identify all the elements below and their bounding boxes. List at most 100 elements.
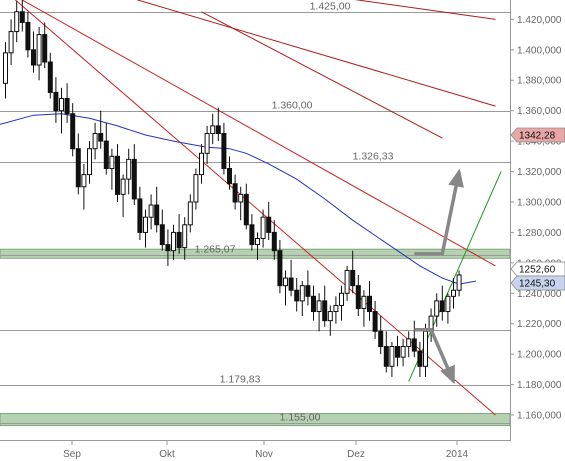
- candle-body: [316, 300, 322, 313]
- y-axis: 1.160,000 1.180,000 1.200,000 1.220,000 1.24…: [510, 15, 562, 422]
- candle-body: [8, 31, 14, 54]
- candle: [143, 209, 148, 248]
- candle: [75, 133, 81, 195]
- candle: [182, 217, 188, 260]
- price-badge-label: 1245,30: [519, 279, 556, 290]
- candle: [154, 186, 160, 233]
- price-badge: 1245,30: [510, 275, 565, 291]
- candle: [456, 270, 462, 297]
- price-badge: 1342,28: [510, 127, 565, 143]
- candle: [378, 316, 384, 355]
- candle-body: [434, 300, 440, 317]
- candle-body: [339, 292, 344, 306]
- y-tick-label: 1.300,000: [517, 197, 562, 208]
- candle: [271, 220, 277, 260]
- candle-body: [53, 91, 59, 112]
- candle-body: [103, 140, 109, 170]
- x-tick-label: Sep: [63, 449, 81, 460]
- candle-body: [299, 285, 305, 302]
- candle-body: [47, 61, 53, 93]
- candle: [3, 42, 8, 99]
- candle-body: [154, 204, 160, 226]
- trendline: [354, 0, 496, 20]
- x-axis: Sep Okt Nov Dez 2014: [63, 440, 469, 460]
- candle: [81, 163, 87, 210]
- candle-body: [311, 295, 316, 313]
- candle: [417, 341, 423, 377]
- candle-body: [423, 330, 428, 367]
- candle: [423, 323, 428, 377]
- candle: [109, 148, 115, 190]
- candle-body: [115, 155, 120, 195]
- candle-body: [395, 346, 400, 358]
- candle: [42, 22, 48, 69]
- candle-body: [294, 289, 300, 302]
- candle: [103, 122, 109, 175]
- candle: [277, 240, 283, 294]
- candle: [115, 144, 120, 202]
- candle: [59, 87, 64, 134]
- candle: [451, 278, 456, 309]
- candle: [288, 259, 294, 297]
- candle: [53, 77, 59, 123]
- candle-body: [70, 113, 76, 150]
- candle: [383, 331, 389, 373]
- candle-body: [243, 193, 249, 226]
- arrow-head: [440, 364, 455, 385]
- candle: [14, 1, 20, 43]
- candle: [98, 110, 104, 149]
- candle-body: [204, 133, 210, 154]
- trendline: [21, 0, 496, 267]
- y-tick-label: 1.220,000: [517, 319, 562, 330]
- candle: [8, 19, 14, 66]
- candle: [389, 341, 395, 377]
- candle: [165, 229, 171, 266]
- candle-body: [260, 216, 266, 239]
- candle: [350, 250, 356, 294]
- candle-body: [227, 168, 232, 185]
- moving-average-line: [0, 113, 476, 285]
- candle: [221, 122, 227, 175]
- candle-body: [98, 133, 104, 142]
- candle-body: [187, 201, 193, 226]
- candle: [260, 209, 266, 248]
- candle-body: [120, 178, 126, 195]
- candle: [176, 214, 182, 254]
- level-label: 1.155,00: [280, 412, 321, 424]
- candle-body: [165, 244, 171, 252]
- level-label: 1.265,07: [195, 244, 236, 256]
- candle: [87, 141, 92, 184]
- candle-body: [31, 49, 36, 66]
- candle: [249, 214, 255, 251]
- candle: [232, 174, 238, 210]
- candle-body: [456, 274, 462, 291]
- candle-body: [417, 350, 423, 367]
- price-badge-label: 1342,28: [519, 131, 556, 142]
- candle: [187, 194, 193, 233]
- candle: [333, 296, 339, 324]
- candle-body: [322, 300, 328, 322]
- candle-body: [221, 133, 227, 170]
- level-label: 1.425,00: [310, 1, 351, 13]
- candle: [372, 300, 378, 339]
- candle-body: [159, 224, 165, 246]
- candle-body: [451, 289, 456, 297]
- trendline: [201, 11, 443, 139]
- candle: [445, 293, 451, 324]
- candle: [243, 183, 249, 230]
- trendline: [136, 0, 496, 107]
- candle: [355, 275, 361, 317]
- candle-body: [283, 277, 288, 287]
- candle: [120, 174, 126, 218]
- candle: [25, 11, 31, 58]
- candle-body: [445, 295, 451, 313]
- candle: [137, 186, 143, 241]
- candle-body: [25, 21, 31, 51]
- candle: [31, 31, 36, 73]
- candle: [316, 293, 322, 332]
- price-badges: 1342,28 1252,60 1245,30: [510, 127, 565, 291]
- candle-body: [327, 311, 333, 322]
- candle-body: [92, 133, 98, 150]
- candle-body: [383, 346, 389, 367]
- candle-body: [14, 11, 20, 33]
